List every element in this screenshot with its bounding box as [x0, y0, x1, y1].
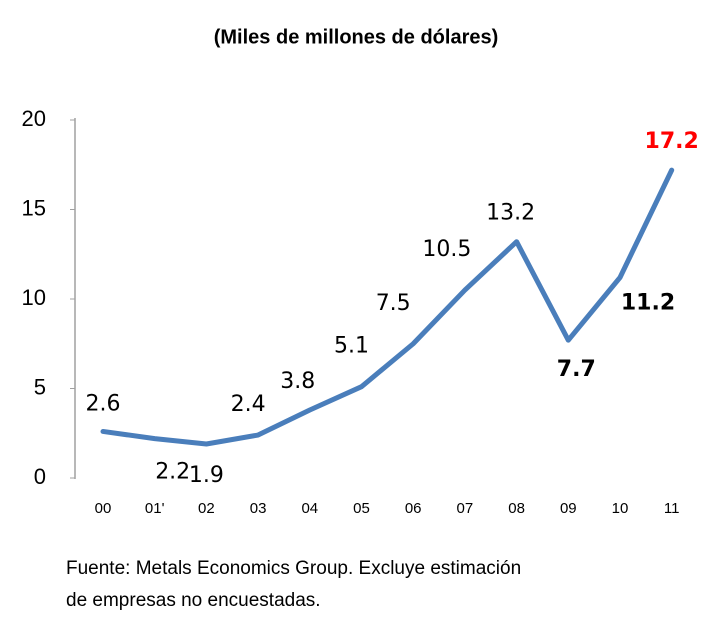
x-tick-label: 06 — [405, 500, 422, 517]
y-tick-label: 0 — [34, 464, 46, 489]
x-tick-label: 04 — [301, 500, 318, 517]
note: de empresas no encuestadas. — [66, 590, 321, 611]
y-tick-label: 10 — [22, 285, 46, 310]
data-label: 13.2 — [486, 201, 535, 226]
x-tick-label: 11 — [664, 500, 680, 517]
data-label: 2.2 — [155, 460, 190, 485]
x-tick-label: 10 — [612, 500, 629, 517]
x-tick-label: 01' — [145, 500, 165, 517]
x-tick-label: 09 — [560, 500, 577, 517]
data-label: 11.2 — [621, 291, 675, 316]
data-label: 1.9 — [189, 463, 224, 488]
y-tick-label: 5 — [34, 374, 46, 399]
y-tick-label: 20 — [22, 106, 46, 131]
x-tick-label: 03 — [250, 500, 267, 517]
data-label: 2.4 — [231, 392, 266, 417]
data-label: 5.1 — [334, 334, 369, 359]
chart-subtitle: (Miles de millones de dólares) — [214, 26, 499, 48]
x-tick-label: 07 — [457, 500, 474, 517]
data-label: 17.2 — [645, 129, 699, 154]
data-label: 7.7 — [557, 357, 596, 382]
data-label: 7.5 — [376, 291, 411, 316]
x-tick-label: 08 — [508, 500, 525, 517]
data-label: 3.8 — [280, 369, 315, 394]
data-label: 10.5 — [422, 237, 471, 262]
x-tick-label: 00 — [95, 500, 112, 517]
y-tick-label: 15 — [22, 195, 46, 220]
x-tick-label: 02 — [198, 500, 215, 517]
x-tick-label: 05 — [353, 500, 370, 517]
data-label: 2.6 — [86, 391, 121, 416]
note: Fuente: Metals Economics Group. Excluye … — [66, 558, 521, 579]
line — [100, 167, 675, 447]
